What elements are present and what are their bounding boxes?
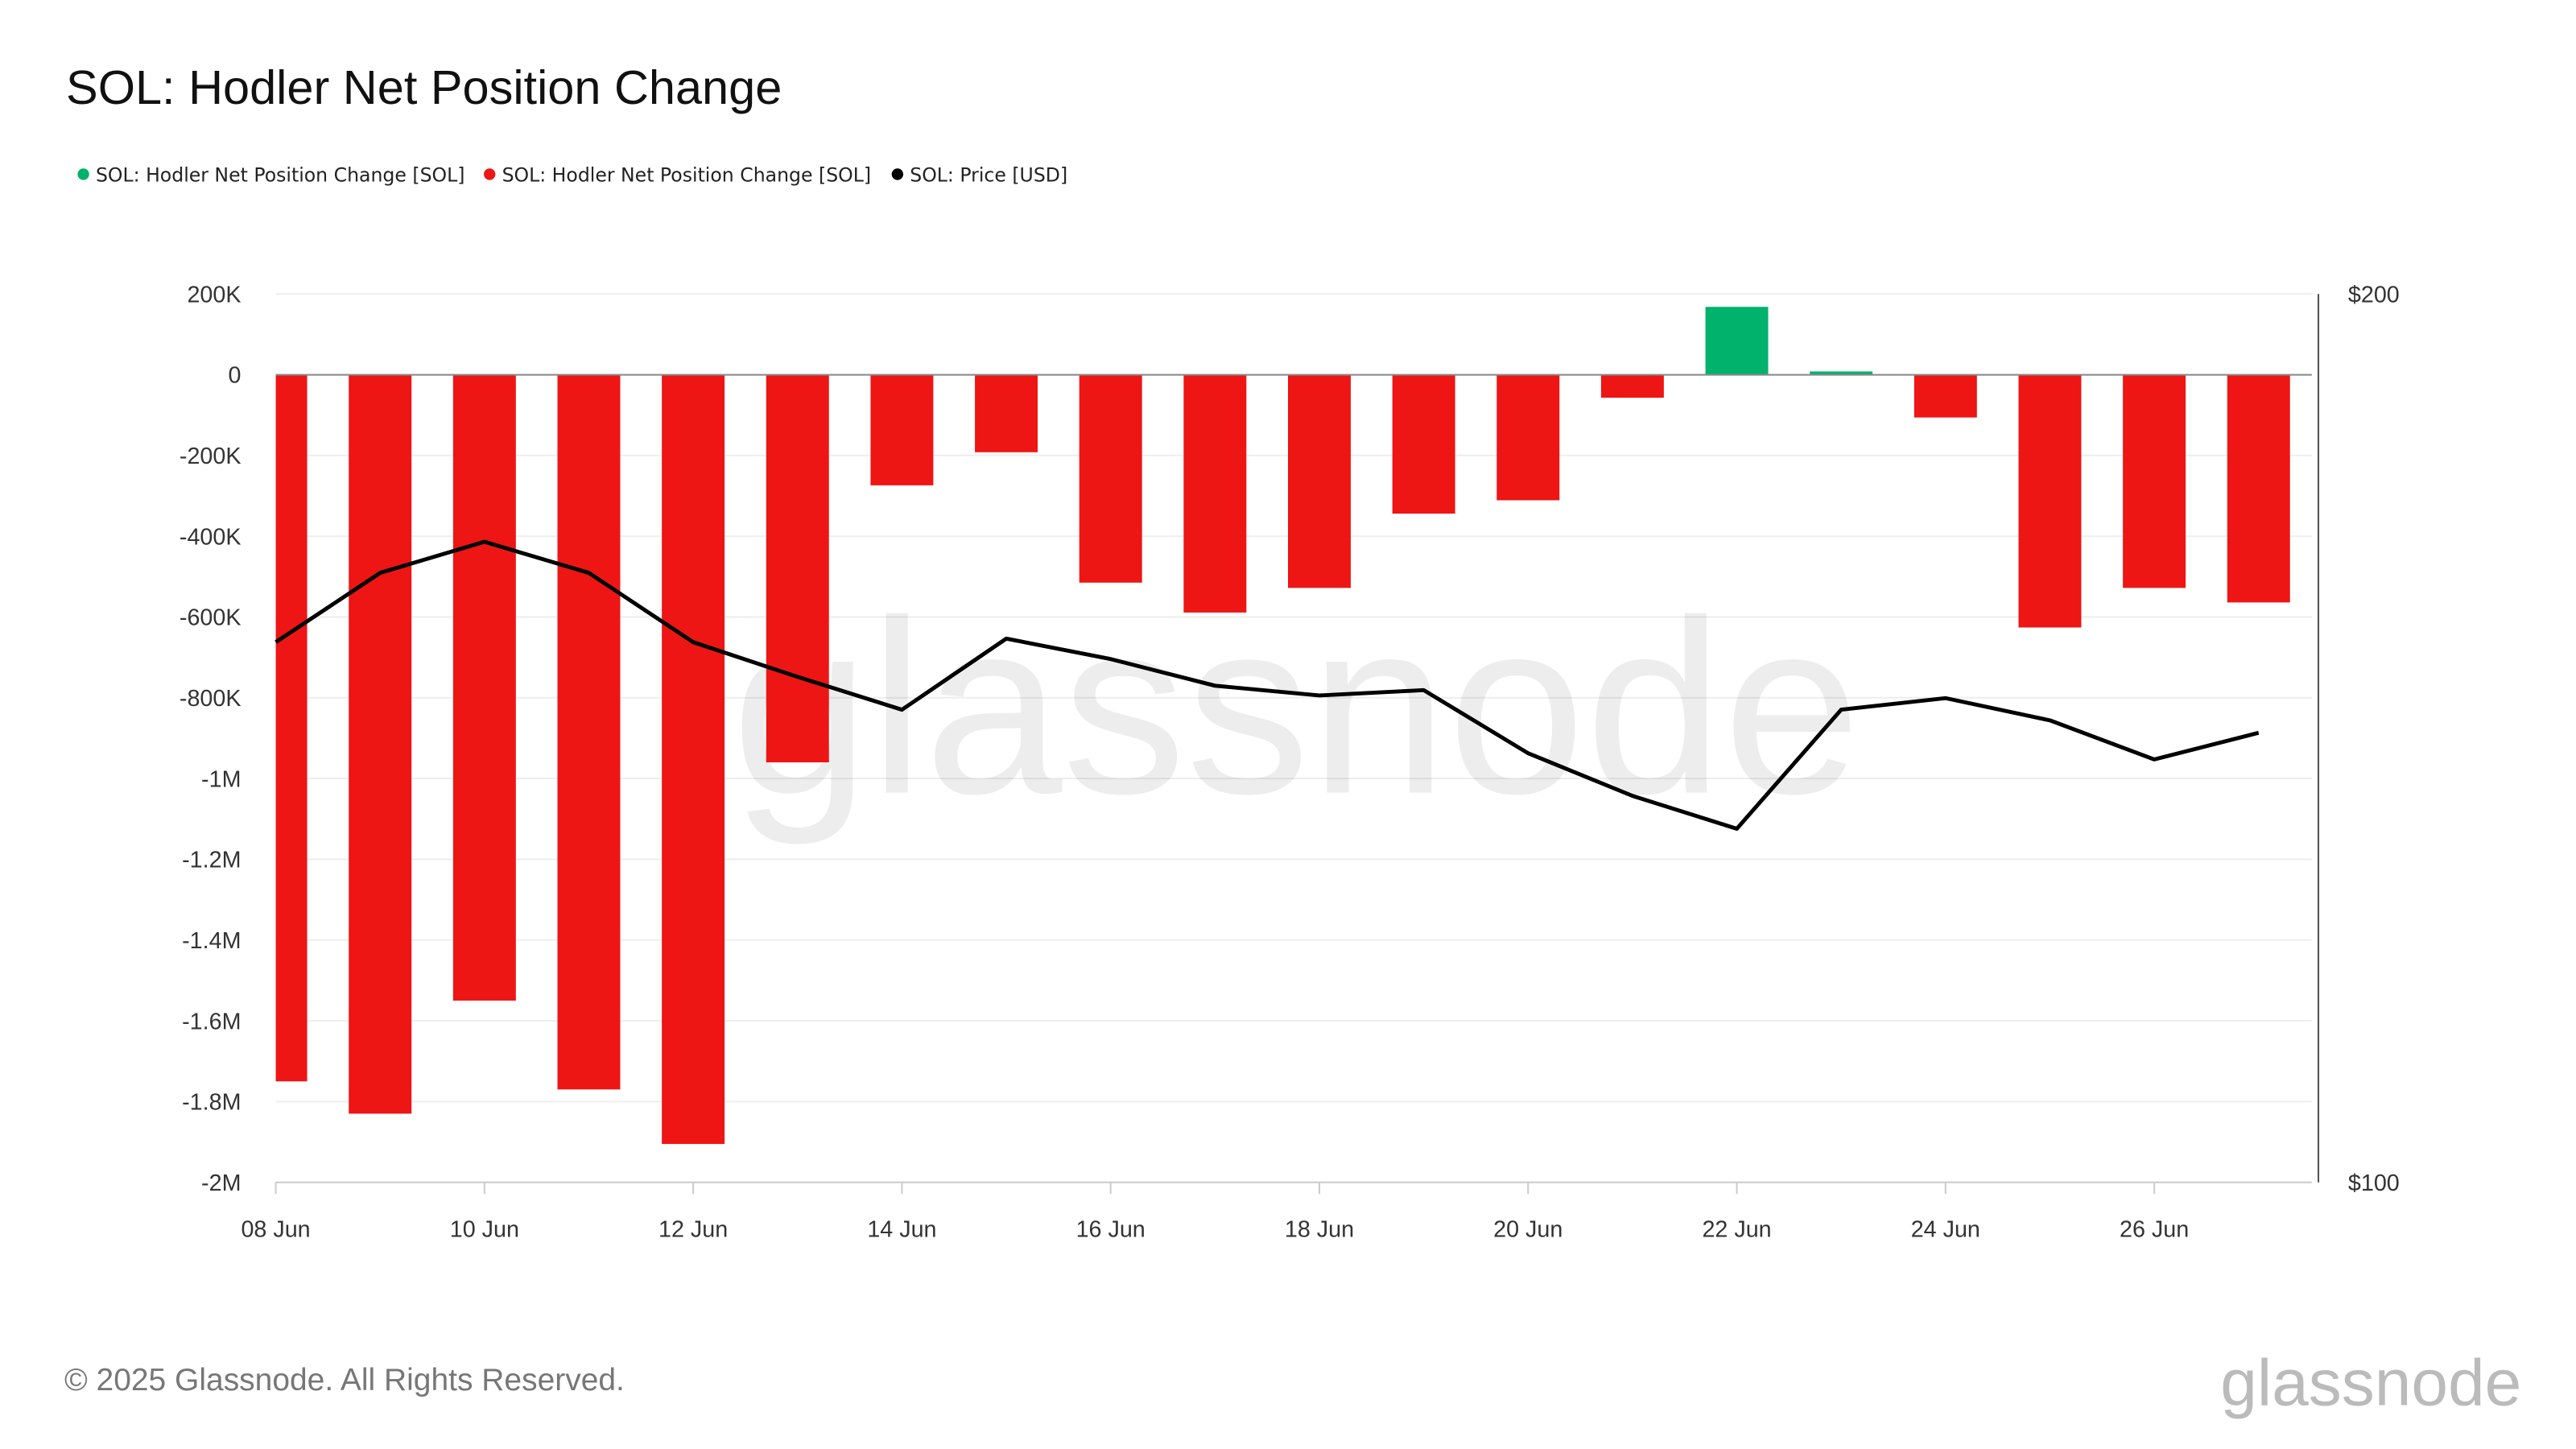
bar-17-jun[interactable] xyxy=(1183,374,1247,613)
bar-16-jun[interactable] xyxy=(1079,374,1142,583)
x-tick-label: 10 Jun xyxy=(450,1216,519,1242)
x-tick-label: 14 Jun xyxy=(867,1216,936,1242)
bars xyxy=(275,307,2290,1145)
y-right-tick-label: $100 xyxy=(2348,1170,2400,1196)
bar-14-jun[interactable] xyxy=(870,374,934,485)
y-tick-label: -1.8M xyxy=(182,1090,241,1116)
bar-08-jun[interactable] xyxy=(275,374,308,1082)
legend-dot-red xyxy=(484,168,496,180)
bar-12-jun[interactable] xyxy=(662,374,725,1145)
x-tick-label: 26 Jun xyxy=(2120,1216,2189,1242)
bar-10-jun[interactable] xyxy=(452,374,516,1001)
legend-item-green[interactable]: SOL: Hodler Net Position Change [SOL] xyxy=(77,164,464,187)
legend-dot-black xyxy=(891,168,904,180)
legend: SOL: Hodler Net Position Change [SOL] SO… xyxy=(77,164,1067,187)
legend-label: SOL: Hodler Net Position Change [SOL] xyxy=(96,164,464,187)
x-axis: 08 Jun 10 Jun 12 Jun 14 Jun 16 Jun 18 Jun 20 J… xyxy=(241,1182,2189,1242)
y-tick-label: 0 xyxy=(229,363,242,389)
bar-26-jun[interactable] xyxy=(2123,374,2186,588)
bar-24-jun[interactable] xyxy=(1913,374,1977,418)
bar-19-jun[interactable] xyxy=(1392,374,1455,514)
y-tick-label: -400K xyxy=(180,524,242,550)
y-tick-label: -1.6M xyxy=(182,1009,241,1034)
y-tick-label: 200K xyxy=(187,282,241,308)
y-tick-label: -600K xyxy=(180,605,242,631)
x-tick-label: 22 Jun xyxy=(1702,1216,1771,1242)
bar-27-jun[interactable] xyxy=(2227,374,2290,603)
legend-item-red[interactable]: SOL: Hodler Net Position Change [SOL] xyxy=(484,164,871,187)
bar-09-jun[interactable] xyxy=(349,374,412,1114)
y-tick-label: -1M xyxy=(201,766,241,792)
y-right-tick-label: $200 xyxy=(2348,282,2400,308)
bar-11-jun[interactable] xyxy=(557,374,621,1090)
legend-label: SOL: Hodler Net Position Change [SOL] xyxy=(502,164,871,187)
bar-22-jun[interactable] xyxy=(1705,307,1769,375)
y-tick-label: -800K xyxy=(180,686,242,712)
y-tick-label: -200K xyxy=(180,444,242,469)
x-tick-label: 20 Jun xyxy=(1493,1216,1563,1242)
y-axis-right: $200 $100 xyxy=(2348,282,2400,1196)
bar-18-jun[interactable] xyxy=(1288,374,1351,588)
y-tick-label: -1.4M xyxy=(182,928,241,954)
bar-23-jun[interactable] xyxy=(1810,371,1873,375)
watermark: glassnode xyxy=(732,569,1861,847)
y-tick-label: -1.2M xyxy=(182,848,241,873)
bar-20-jun[interactable] xyxy=(1496,374,1560,501)
legend-label: SOL: Price [USD] xyxy=(910,164,1067,187)
chart-title: SOL: Hodler Net Position Change xyxy=(66,60,782,114)
legend-item-price[interactable]: SOL: Price [USD] xyxy=(891,164,1067,187)
x-tick-label: 08 Jun xyxy=(241,1216,310,1242)
bar-25-jun[interactable] xyxy=(2018,374,2082,628)
bar-21-jun[interactable] xyxy=(1600,374,1664,398)
bar-15-jun[interactable] xyxy=(975,374,1038,452)
legend-dot-green xyxy=(77,168,89,180)
x-tick-label: 12 Jun xyxy=(658,1216,728,1242)
y-axis-left: 200K 0 -200K -400K -600K -800K -1M -1.2M -1.4M -1… xyxy=(180,282,242,1196)
price-line xyxy=(275,539,2260,831)
copyright: © 2025 Glassnode. All Rights Reserved. xyxy=(64,1363,625,1397)
x-tick-label: 16 Jun xyxy=(1076,1216,1146,1242)
y-tick-label: -2M xyxy=(201,1170,241,1196)
glassnode-logo[interactable]: glassnode xyxy=(2220,1347,2521,1420)
bar-13-jun[interactable] xyxy=(766,374,829,763)
x-tick-label: 18 Jun xyxy=(1285,1216,1354,1242)
x-tick-label: 24 Jun xyxy=(1911,1216,1980,1242)
